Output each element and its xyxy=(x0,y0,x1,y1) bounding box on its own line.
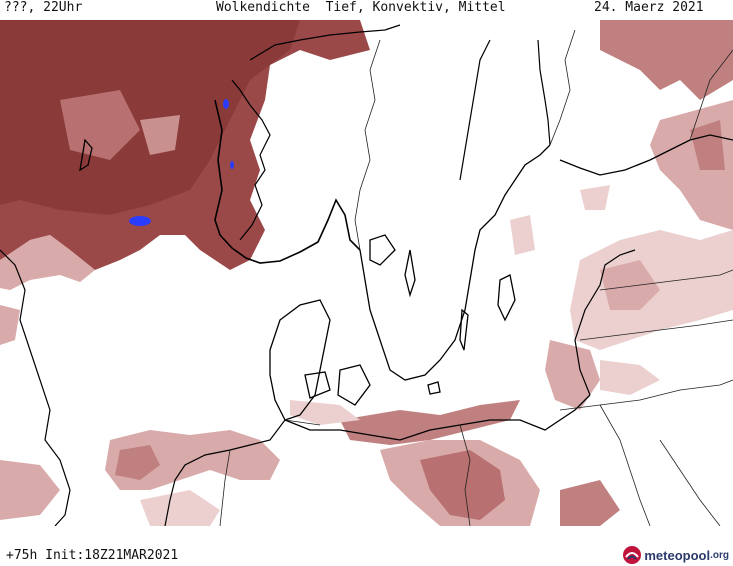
cloud-area-northwest-core xyxy=(0,20,300,215)
border-layer xyxy=(219,29,733,526)
meteopool-logo-icon xyxy=(623,546,642,564)
brand-name: meteopool xyxy=(644,547,711,563)
coastline-sweden xyxy=(359,144,551,381)
cloud-area-north-sea-south xyxy=(105,430,280,490)
map-title: Wolkendichte Tief, Konvektiv, Mittel xyxy=(216,0,506,15)
island-funen xyxy=(304,371,331,399)
forecast-run-label: +75h Init:18Z21MAR2021 xyxy=(6,548,179,563)
coastline-jutland xyxy=(269,299,331,421)
header-bar: ???, 22Uhr Wolkendichte Tief, Konvektiv,… xyxy=(0,0,733,20)
coastline-north-sea-south xyxy=(164,419,286,526)
cloud-area-north-sea-core xyxy=(115,445,160,480)
convective-cell-north-sea xyxy=(129,216,151,226)
border-germany-poland xyxy=(459,424,471,526)
island-zealand xyxy=(337,364,371,406)
coastline-finland xyxy=(559,134,733,176)
coastline-norway-north xyxy=(249,24,401,61)
cloud-area-baltic-core xyxy=(600,260,660,310)
border-sweden-finland xyxy=(549,29,576,146)
brand-tld: .org xyxy=(710,549,729,561)
cloud-area-germany-core xyxy=(420,450,505,520)
weather-map xyxy=(0,20,733,526)
coastline-baltic-east xyxy=(574,249,636,396)
lake-vattern xyxy=(404,249,416,298)
cloud-area-east-south xyxy=(560,480,620,526)
cloud-area-netherlands xyxy=(140,490,220,526)
convective-cell-norway-1 xyxy=(223,99,229,109)
valid-date-label: 24. Maerz 2021 xyxy=(594,0,704,15)
border-germany-nl xyxy=(219,449,231,526)
cloud-area-northeast xyxy=(600,20,733,100)
cloud-density-layer xyxy=(0,20,733,526)
cloud-area-northwest-light xyxy=(60,90,140,160)
map-canvas xyxy=(0,20,733,526)
border-norway-sweden xyxy=(354,39,381,251)
cloud-area-south-baltic xyxy=(340,400,520,445)
footer-bar: +75h Init:18Z21MAR2021 meteopool .org xyxy=(0,528,733,566)
coastline-norway-west xyxy=(231,79,271,241)
coastline-bothnia-west xyxy=(459,39,491,181)
border-east xyxy=(659,439,721,526)
cloud-area-east-baltic-core xyxy=(690,120,725,170)
cloud-area-sweden-east xyxy=(580,185,610,210)
border-finland-russia xyxy=(689,49,733,141)
cloud-area-uk-north xyxy=(0,305,20,345)
island-bornholm xyxy=(427,381,441,395)
border-baltic-2 xyxy=(579,319,733,341)
border-denmark-germany xyxy=(284,419,321,426)
island-gotland xyxy=(497,274,516,322)
coastline-bothnia xyxy=(537,39,551,146)
island-oland xyxy=(459,308,469,351)
cloud-area-northwest-edge xyxy=(0,235,95,290)
convective-cell-norway-2 xyxy=(230,161,234,169)
valid-time-label: ???, 22Uhr xyxy=(4,0,83,15)
brand-logo[interactable]: meteopool .org xyxy=(622,545,729,565)
border-poland-belarus xyxy=(599,404,651,526)
cloud-area-denmark xyxy=(290,400,360,425)
cloud-area-uk-east xyxy=(0,460,60,520)
cloud-area-lithuania xyxy=(600,360,660,395)
coastline-norway xyxy=(214,99,361,264)
coastline-uk xyxy=(0,249,71,526)
border-poland-russia xyxy=(559,379,733,411)
border-baltic-1 xyxy=(599,269,733,291)
lake-vanern xyxy=(369,234,396,266)
cloud-area-sweden-south xyxy=(510,215,535,255)
coastline-shetland xyxy=(79,138,93,172)
cloud-area-northwest-light2 xyxy=(140,115,180,155)
cloud-area-poland xyxy=(545,340,600,410)
